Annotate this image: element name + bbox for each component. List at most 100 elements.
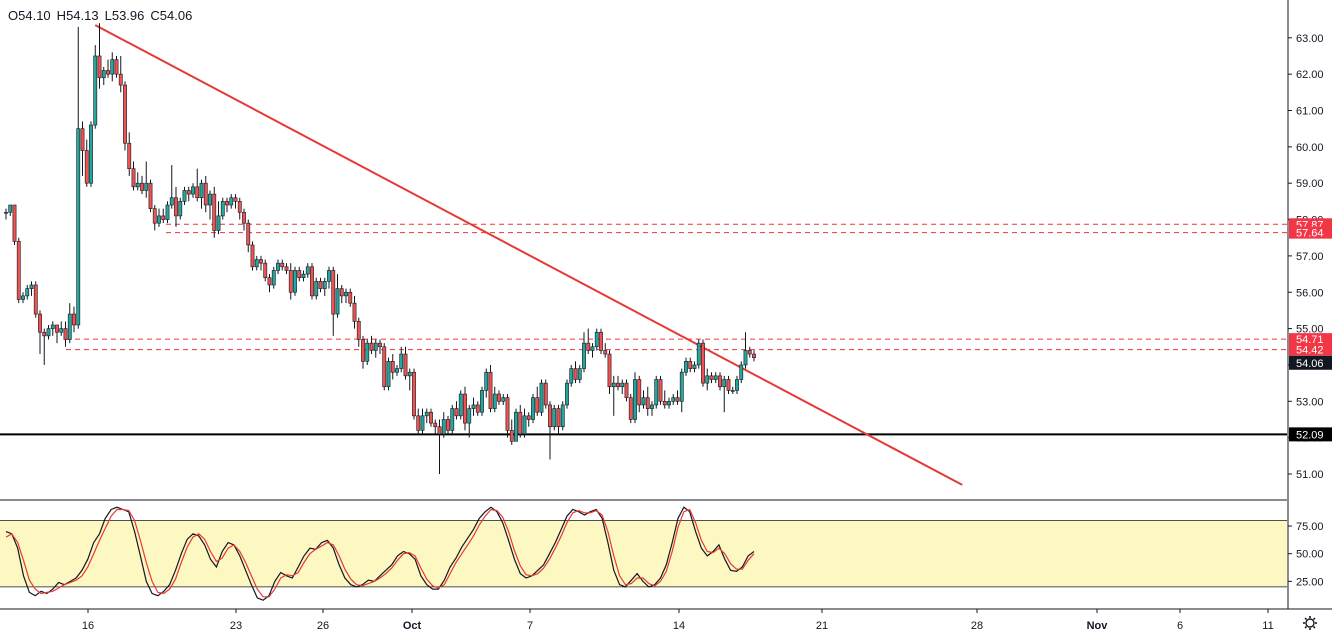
stochastic-k-line[interactable]	[5, 506, 755, 601]
candle[interactable]	[620, 379, 625, 395]
candle[interactable]	[586, 328, 591, 355]
candle[interactable]	[67, 303, 72, 344]
candle[interactable]	[135, 172, 140, 191]
candle[interactable]	[161, 208, 166, 224]
candle[interactable]	[624, 379, 629, 402]
candle[interactable]	[80, 121, 85, 176]
candle[interactable]	[492, 386, 497, 413]
candle[interactable]	[403, 346, 408, 380]
candle[interactable]	[148, 179, 153, 213]
candle[interactable]	[378, 339, 382, 355]
candle[interactable]	[722, 375, 727, 413]
candle[interactable]	[667, 397, 671, 409]
candle[interactable]	[633, 372, 637, 424]
candle[interactable]	[140, 175, 144, 195]
candle[interactable]	[310, 263, 314, 300]
candle[interactable]	[72, 306, 76, 333]
candle[interactable]	[730, 386, 735, 395]
candle[interactable]	[658, 375, 663, 405]
candle[interactable]	[131, 161, 136, 191]
candle[interactable]	[169, 165, 174, 209]
candle[interactable]	[186, 186, 191, 202]
candle[interactable]	[216, 201, 221, 235]
candle[interactable]	[327, 266, 331, 289]
candle[interactable]	[616, 375, 620, 391]
candle[interactable]	[144, 161, 149, 198]
price-pane[interactable]	[0, 23, 1287, 486]
candle[interactable]	[118, 55, 123, 93]
candle[interactable]	[101, 66, 106, 86]
candle[interactable]	[344, 288, 348, 304]
candle[interactable]	[152, 205, 157, 231]
candle[interactable]	[106, 59, 110, 78]
candle[interactable]	[220, 197, 225, 220]
candle[interactable]	[709, 372, 714, 384]
candle[interactable]	[55, 324, 59, 344]
candle[interactable]	[654, 375, 659, 409]
candle[interactable]	[225, 197, 229, 213]
candle[interactable]	[446, 415, 450, 435]
candle[interactable]	[267, 274, 272, 293]
candle[interactable]	[548, 401, 552, 460]
candle[interactable]	[412, 368, 416, 420]
candle[interactable]	[89, 121, 93, 187]
candle[interactable]	[569, 364, 574, 387]
candle[interactable]	[450, 404, 455, 435]
candle[interactable]	[203, 175, 208, 213]
candle[interactable]	[76, 26, 81, 329]
candle[interactable]	[8, 204, 13, 216]
candle[interactable]	[637, 375, 642, 413]
candle[interactable]	[603, 343, 608, 358]
candle[interactable]	[208, 190, 212, 220]
candle[interactable]	[46, 324, 51, 340]
candle[interactable]	[594, 328, 599, 351]
candle[interactable]	[276, 259, 280, 275]
candle[interactable]	[429, 408, 433, 427]
candle[interactable]	[395, 364, 399, 376]
price-axis[interactable]: 51.0052.0053.0054.0055.0056.0057.0058.00…	[1287, 0, 1332, 609]
candle[interactable]	[331, 266, 336, 336]
candle[interactable]	[437, 419, 442, 474]
candle[interactable]	[484, 368, 489, 398]
time-axis[interactable]: 16 23 26 Oct 7 14 21 28 Nov 6 11	[0, 608, 1332, 632]
candle[interactable]	[386, 357, 391, 391]
candle[interactable]	[165, 201, 170, 224]
candle[interactable]	[471, 397, 476, 416]
candle[interactable]	[718, 372, 722, 391]
candle[interactable]	[407, 368, 412, 391]
candle[interactable]	[509, 419, 514, 445]
candle[interactable]	[191, 183, 195, 198]
candle[interactable]	[505, 394, 510, 438]
candle[interactable]	[63, 321, 68, 347]
candle[interactable]	[212, 186, 217, 238]
candle[interactable]	[382, 343, 387, 391]
candle[interactable]	[365, 339, 370, 365]
candle[interactable]	[356, 317, 361, 347]
candle[interactable]	[531, 394, 535, 424]
candle[interactable]	[254, 255, 259, 271]
candle[interactable]	[59, 321, 64, 336]
candle[interactable]	[420, 408, 425, 435]
candle[interactable]	[322, 277, 327, 296]
candle[interactable]	[480, 386, 484, 416]
candle[interactable]	[157, 208, 161, 227]
candle[interactable]	[195, 168, 200, 202]
candle[interactable]	[650, 401, 654, 416]
candle[interactable]	[361, 335, 365, 369]
candle[interactable]	[701, 339, 705, 387]
candle[interactable]	[752, 350, 756, 362]
candle[interactable]	[463, 386, 467, 431]
candle[interactable]	[233, 194, 238, 209]
candle[interactable]	[12, 204, 17, 245]
candle[interactable]	[607, 350, 612, 395]
candle[interactable]	[501, 394, 506, 405]
candle[interactable]	[747, 346, 752, 358]
candle[interactable]	[590, 343, 595, 358]
candle[interactable]	[526, 412, 531, 427]
candle[interactable]	[335, 274, 340, 318]
candle[interactable]	[539, 379, 544, 416]
candle[interactable]	[297, 266, 302, 282]
candle[interactable]	[182, 186, 187, 206]
candle[interactable]	[679, 368, 684, 413]
candle[interactable]	[675, 390, 680, 405]
